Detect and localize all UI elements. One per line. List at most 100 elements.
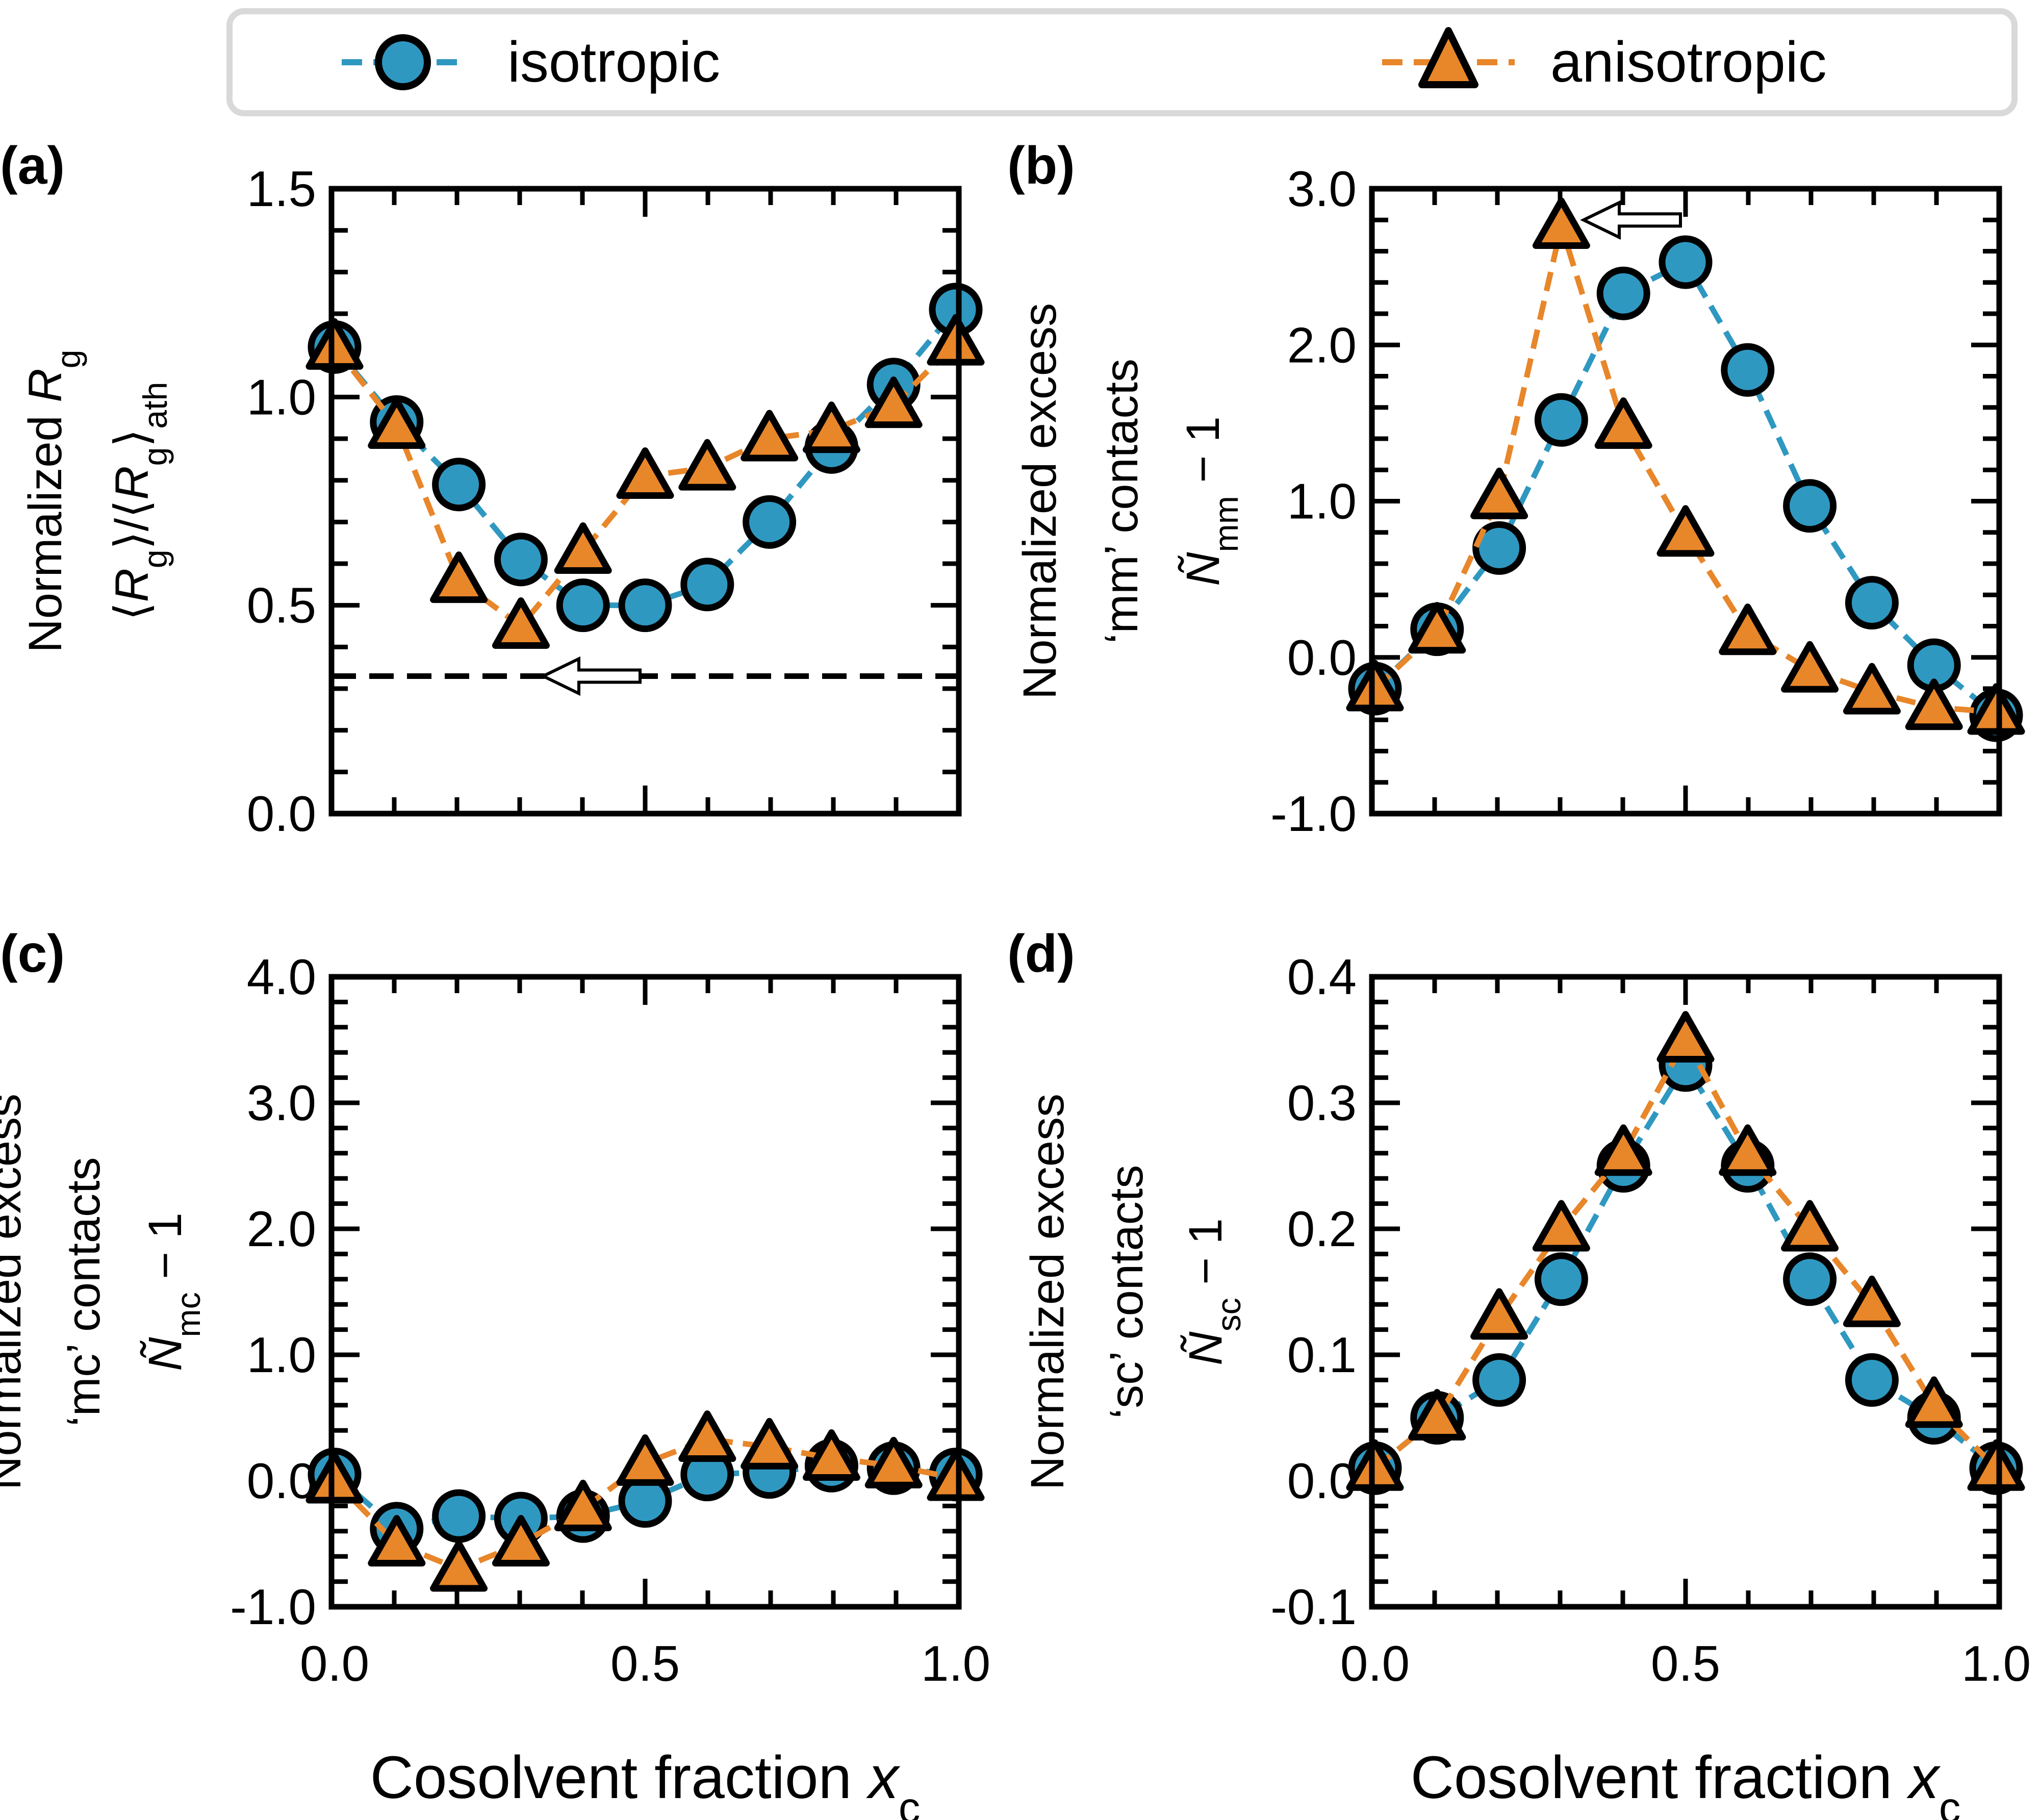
data-point-anisotropic: [1905, 678, 1963, 730]
data-point-anisotropic: [1781, 641, 1839, 693]
y-tick-label: 3.0: [1287, 161, 1357, 217]
data-point-anisotropic: [1470, 1288, 1528, 1340]
data-point-anisotropic: [305, 1452, 364, 1504]
data-point-anisotropic: [1470, 467, 1528, 519]
y-axis-label: ‘sc’ contacts: [1101, 1165, 1153, 1419]
data-point-anisotropic: [1656, 1011, 1715, 1063]
y-axis-label: ⟨Rg⟩/⟨Rg⟩ath: [106, 382, 174, 621]
data-point-isotropic: [618, 578, 672, 633]
data-point-isotropic: [494, 533, 548, 587]
y-tick-label: 2.0: [247, 1201, 316, 1257]
legend-frame: [226, 8, 2018, 116]
x-axis-label: Cosolvent fraction xc: [370, 1744, 921, 1820]
data-point-anisotropic: [741, 410, 799, 462]
y-tick-label: 0.0: [247, 1453, 316, 1509]
data-point-anisotropic: [305, 318, 364, 370]
data-point-anisotropic: [554, 1479, 612, 1531]
data-point-anisotropic: [1346, 660, 1404, 712]
arrow-annotation: [1580, 200, 1682, 240]
legend-item-isotropic: isotropic: [342, 30, 720, 94]
data-point-anisotropic: [1719, 603, 1777, 655]
panel-letter: (a): [0, 136, 65, 195]
plot-frame: [1369, 974, 2002, 1610]
data-point-anisotropic: [864, 376, 923, 428]
panel-letter: (d): [1007, 924, 1075, 983]
data-point-anisotropic: [1594, 397, 1652, 449]
series-anisotropic: [305, 1410, 985, 1592]
x-tick-label: 0.0: [1340, 1635, 1410, 1691]
panel-c: (c)-1.00.01.02.03.04.00.0 0.5 1.0Normalize…: [0, 924, 990, 1820]
x-tick-label: 1.0: [921, 1635, 990, 1691]
y-axis-label: Normalized excess: [1022, 1094, 1074, 1490]
data-point-anisotropic: [1532, 1200, 1590, 1252]
x-axis-label: Cosolvent fraction xc: [1411, 1744, 1961, 1820]
series-line-isotropic: [1373, 258, 1998, 718]
data-point-anisotropic: [802, 401, 860, 453]
data-point-anisotropic: [616, 447, 674, 499]
data-point-isotropic: [1659, 235, 1713, 289]
data-point-anisotropic: [1967, 1439, 2025, 1491]
data-point-isotropic: [1472, 1353, 1526, 1407]
data-point-anisotropic: [616, 1434, 674, 1486]
arrow-annotation: [540, 656, 642, 696]
data-point-anisotropic: [492, 1515, 550, 1566]
y-tick-label: 0.4: [1287, 949, 1357, 1005]
y-tick-label: 0.3: [1287, 1075, 1357, 1131]
data-point-anisotropic: [927, 314, 985, 366]
y-tick-label: 1.5: [247, 161, 316, 217]
y-tick-label: 0.5: [247, 577, 316, 634]
y-tick-label: -1.0: [230, 1579, 316, 1635]
x-tick-label: 0.5: [610, 1635, 680, 1691]
series-anisotropic: [305, 314, 985, 649]
data-point-anisotropic: [1408, 602, 1466, 654]
data-point-isotropic: [1721, 343, 1775, 397]
data-point-anisotropic: [368, 1515, 426, 1566]
data-point-isotropic: [1783, 1252, 1837, 1306]
data-point-isotropic: [432, 458, 486, 512]
legend-anisotropic-marker: [1418, 27, 1478, 88]
plot-frame: [328, 974, 962, 1610]
y-tick-label: 1.0: [1287, 473, 1357, 529]
series-anisotropic: [1346, 1011, 2025, 1491]
y-axis-label: Ñmm − 1: [1177, 416, 1245, 586]
data-point-anisotropic: [864, 1436, 923, 1488]
panel-letter: (b): [1007, 136, 1075, 195]
panel-letter: (c): [0, 924, 65, 983]
data-point-anisotropic: [1656, 505, 1715, 557]
data-point-isotropic: [1783, 479, 1837, 533]
plot-frame: [1369, 186, 2002, 817]
data-point-anisotropic: [368, 397, 426, 449]
y-tick-label: 4.0: [247, 949, 316, 1005]
y-tick-label: 0.0: [247, 786, 316, 842]
data-point-anisotropic: [1346, 1439, 1404, 1491]
y-axis-label: Normalized Rg: [19, 349, 88, 652]
y-tick-label: 0.1: [1287, 1327, 1357, 1383]
y-axis-label: Ñsc − 1: [1180, 1218, 1248, 1366]
x-tick-label: 0.0: [300, 1635, 369, 1691]
data-point-anisotropic: [430, 551, 488, 603]
data-point-anisotropic: [1843, 1275, 1901, 1327]
data-point-anisotropic: [678, 439, 736, 491]
data-point-isotropic: [1845, 576, 1899, 630]
legend: isotropic anisotropic: [226, 8, 2018, 116]
x-tick-label: 1.0: [1961, 1635, 2031, 1691]
data-point-isotropic: [1596, 266, 1650, 320]
series-isotropic: [1348, 235, 2023, 742]
y-tick-label: 3.0: [247, 1075, 316, 1131]
data-point-anisotropic: [741, 1418, 799, 1470]
y-tick-label: 1.0: [247, 1327, 316, 1383]
data-point-anisotropic: [802, 1429, 860, 1481]
data-point-isotropic: [432, 1489, 486, 1543]
plot-frame: [328, 186, 962, 817]
y-tick-label: 1.0: [247, 369, 316, 425]
series-anisotropic: [1346, 197, 2025, 735]
data-point-isotropic: [743, 495, 797, 549]
data-point-anisotropic: [554, 522, 612, 574]
data-point-isotropic: [1534, 1252, 1588, 1306]
data-point-isotropic: [680, 558, 734, 612]
data-point-anisotropic: [678, 1410, 736, 1462]
data-point-anisotropic: [1781, 1200, 1839, 1252]
data-point-anisotropic: [1594, 1124, 1652, 1176]
y-axis-label: Ñmc − 1: [139, 1212, 208, 1371]
